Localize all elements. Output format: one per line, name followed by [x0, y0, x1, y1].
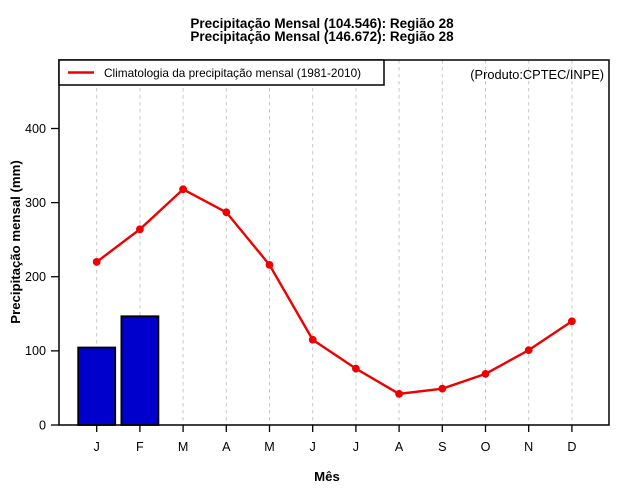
chart-title-line1: Precipitação Mensal (104.546): Região 28: [190, 16, 454, 31]
data-point: [568, 317, 576, 326]
x-tick-label: F: [136, 440, 144, 454]
gridlines-layer: [96, 60, 573, 425]
legend-label: Climatologia da precipitação mensal (198…: [104, 66, 361, 80]
y-axis-title: Precipitação mensal (mm): [8, 160, 23, 323]
data-point: [438, 384, 447, 393]
bar-month: [120, 315, 160, 426]
ticks-layer: J F M A M J J A S O N D 0 100 200 300 400: [25, 122, 576, 454]
x-tick-label: O: [481, 440, 491, 454]
y-tick-label: 300: [25, 196, 46, 210]
x-tick-label: M: [264, 440, 275, 454]
source-annotation: (Produto:CPTEC/INPE): [470, 67, 604, 82]
data-point: [395, 389, 403, 398]
line-series-layer: [92, 185, 576, 398]
x-tick-label: M: [178, 440, 189, 454]
legend: Climatologia da precipitação mensal (198…: [58, 59, 385, 86]
data-point: [92, 258, 101, 266]
data-point: [308, 335, 317, 344]
data-point: [352, 364, 360, 373]
y-tick-label: 0: [39, 418, 46, 432]
x-tick-label: J: [353, 440, 359, 454]
y-tick-label: 400: [25, 122, 46, 136]
x-tick-label: S: [438, 440, 446, 454]
data-point: [136, 225, 144, 234]
y-tick-label: 200: [25, 270, 46, 284]
data-point: [222, 208, 231, 217]
climatology-line: [95, 187, 573, 396]
x-tick-label: A: [395, 440, 404, 454]
x-tick-label: N: [524, 440, 533, 454]
chart-title-line2: Precipitação Mensal (146.672): Região 28: [190, 29, 454, 44]
x-tick-label: D: [567, 440, 576, 454]
data-point: [524, 346, 533, 355]
x-tick-label: J: [310, 440, 316, 454]
x-tick-label: A: [222, 440, 231, 454]
data-point: [179, 185, 188, 194]
x-tick-label: J: [94, 440, 100, 454]
bars-layer: [77, 315, 160, 426]
x-axis-title: Mês: [314, 469, 340, 484]
legend-box: [58, 59, 385, 86]
data-point: [481, 369, 490, 378]
y-tick-label: 100: [25, 344, 46, 358]
data-point: [265, 260, 274, 269]
bar-month: [77, 346, 117, 426]
